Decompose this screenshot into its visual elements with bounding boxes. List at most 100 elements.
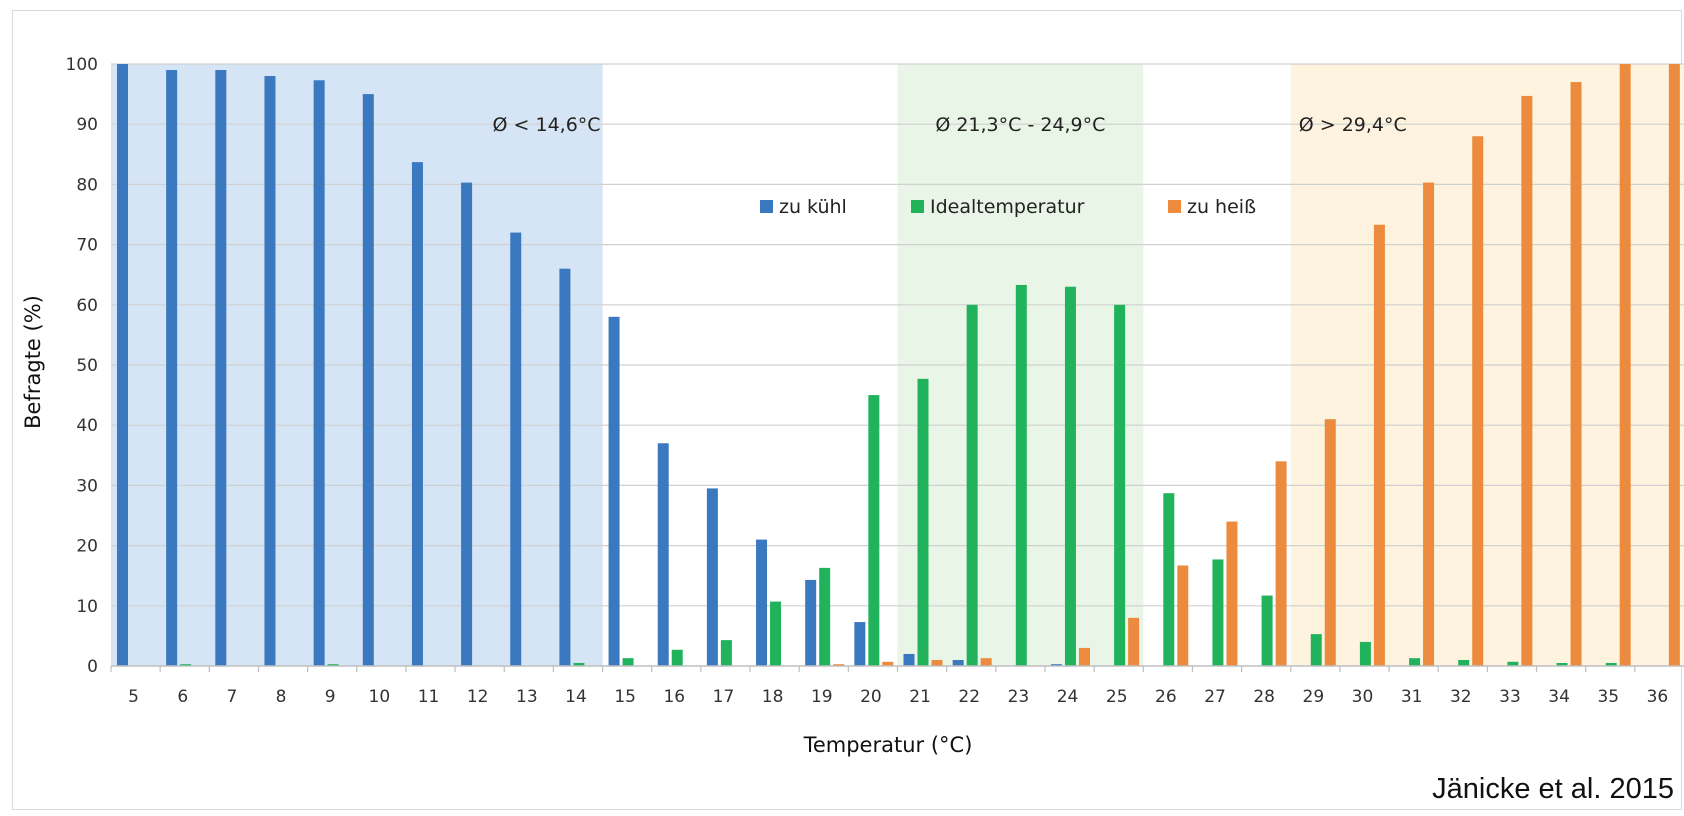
y-tick-label: 60: [76, 296, 98, 316]
bar-7-series-1: [215, 70, 227, 666]
y-tick-label: 70: [76, 236, 98, 256]
bar-26-series-2: [1163, 493, 1175, 666]
bar-17-series-1: [706, 488, 718, 666]
x-tick-label: 31: [1401, 687, 1423, 707]
bar-24-series-3: [1078, 647, 1090, 666]
y-tick-label: 90: [76, 115, 98, 135]
bar-5-series-1: [117, 64, 128, 666]
x-tick-label: 19: [811, 687, 833, 707]
bar-30-series-3: [1373, 224, 1385, 666]
x-tick-label: 26: [1155, 687, 1177, 707]
bar-21-series-3: [931, 659, 943, 666]
bar-20-series-3: [882, 661, 894, 666]
bar-10-series-1: [362, 94, 374, 667]
x-tick-label: 11: [418, 687, 440, 707]
source-credit: Jänicke et al. 2015: [1432, 773, 1674, 805]
x-tick-label: 6: [177, 687, 188, 707]
x-tick-label: 23: [1008, 687, 1030, 707]
y-tick-label: 50: [76, 356, 98, 376]
legend-swatch-1: [760, 200, 773, 213]
bar-28-series-2: [1261, 595, 1273, 666]
y-tick-label: 40: [76, 416, 98, 436]
bar-16-series-2: [671, 649, 683, 666]
bar-21-series-1: [903, 653, 915, 666]
x-axis-title: Temperatur (°C): [803, 733, 973, 757]
bar-19-series-2: [819, 567, 831, 666]
x-tick-label: 12: [467, 687, 489, 707]
bar-24-series-2: [1064, 286, 1076, 666]
bar-13-series-1: [510, 232, 522, 666]
bar-31-series-2: [1409, 658, 1421, 666]
legend: zu kühl Idealtemperatur zu heiß: [760, 196, 1256, 218]
bar-25-series-3: [1128, 617, 1140, 666]
zone-label-1: Ø < 14,6°C: [493, 114, 601, 136]
legend-label-3: zu heiß: [1187, 196, 1256, 218]
bar-23-series-2: [1015, 284, 1027, 666]
x-tick-label: 29: [1303, 687, 1325, 707]
x-tick-label: 32: [1450, 687, 1472, 707]
bar-14-series-1: [559, 268, 571, 666]
x-tick-label: 8: [276, 687, 287, 707]
bar-9-series-2: [327, 664, 339, 666]
x-tick-label: 17: [713, 687, 735, 707]
bar-18-series-1: [756, 539, 768, 666]
x-tick-label: 21: [909, 687, 931, 707]
bar-18-series-2: [770, 601, 782, 666]
x-tick-label: 35: [1597, 687, 1619, 707]
x-tick-label: 5: [128, 687, 139, 707]
x-tick-label: 28: [1253, 687, 1275, 707]
y-tick-label: 30: [76, 476, 98, 496]
bar-24-series-1: [1050, 664, 1062, 666]
bar-14-series-2: [573, 662, 585, 666]
bar-11-series-1: [411, 162, 423, 666]
bar-33-series-2: [1507, 661, 1519, 666]
x-tick-label: 24: [1057, 687, 1079, 707]
bar-8-series-1: [264, 76, 276, 667]
x-tick-label: 16: [663, 687, 685, 707]
y-tick-label: 20: [76, 537, 98, 557]
bar-26-series-3: [1177, 565, 1189, 666]
bar-9-series-1: [313, 80, 325, 666]
x-tick-label: 9: [325, 687, 336, 707]
x-tick-label: 18: [762, 687, 784, 707]
bar-21-series-2: [917, 378, 929, 666]
bar-27-series-2: [1212, 559, 1224, 666]
bar-29-series-3: [1324, 419, 1336, 666]
x-tick-label: 30: [1352, 687, 1374, 707]
bar-6-series-1: [166, 70, 178, 666]
bar-16-series-1: [657, 443, 669, 666]
x-tick-label: 15: [614, 687, 636, 707]
bar-33-series-3: [1521, 95, 1533, 666]
bar-32-series-3: [1472, 136, 1484, 667]
bar-30-series-2: [1359, 641, 1371, 666]
legend-label-2: Idealtemperatur: [930, 196, 1085, 218]
bar-19-series-1: [805, 579, 817, 666]
y-tick-label: 0: [87, 657, 98, 677]
bar-28-series-3: [1275, 461, 1287, 666]
y-tick-labels: 0 10 20 30 40 50 60 70 80 90 100: [66, 55, 98, 677]
bar-22-series-2: [966, 304, 978, 666]
bar-20-series-2: [868, 395, 880, 666]
zone-label-3: Ø > 29,4°C: [1299, 114, 1407, 136]
y-tick-label: 80: [76, 175, 98, 195]
x-tick-label: 34: [1548, 687, 1570, 707]
bar-36-series-3: [1668, 64, 1680, 666]
bar-22-series-1: [952, 659, 964, 666]
bar-22-series-3: [980, 658, 992, 666]
bar-34-series-2: [1556, 662, 1568, 666]
x-tick-label: 22: [958, 687, 980, 707]
bar-15-series-2: [622, 658, 634, 666]
y-tick-label: 10: [76, 597, 98, 617]
legend-swatch-3: [1168, 200, 1181, 213]
bar-19-series-3: [833, 664, 845, 666]
bar-25-series-2: [1114, 304, 1126, 666]
bar-32-series-2: [1458, 659, 1470, 666]
bar-34-series-3: [1570, 82, 1582, 666]
bar-27-series-3: [1226, 521, 1238, 666]
legend-swatch-2: [911, 200, 924, 213]
x-tick-label: 10: [369, 687, 391, 707]
bar-35-series-2: [1605, 662, 1617, 666]
bars: [117, 64, 1680, 667]
x-tick-label: 36: [1647, 687, 1669, 707]
